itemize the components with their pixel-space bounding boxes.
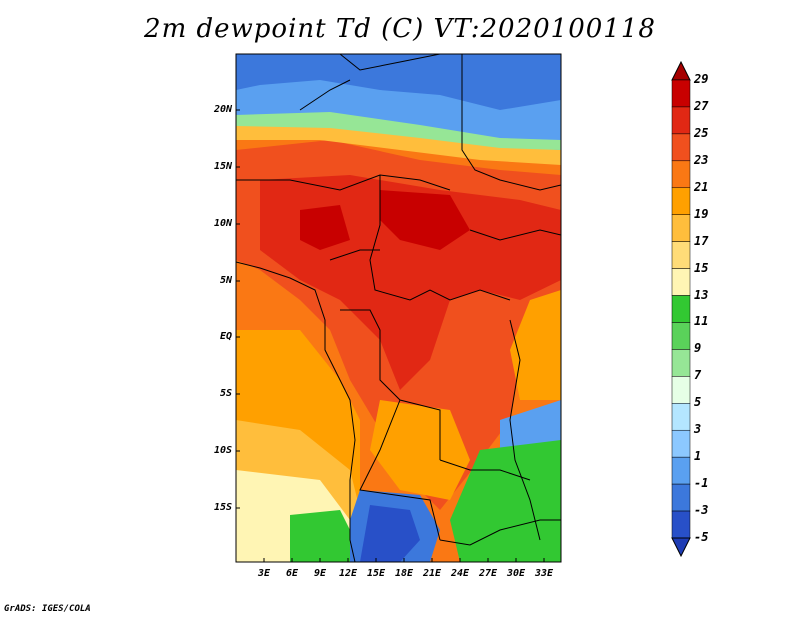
- colorbar-label: 19: [694, 206, 709, 221]
- lon-label: 33E: [534, 568, 554, 579]
- colorbar-box: [671, 349, 691, 377]
- colorbar-bottom-arrow: [671, 537, 691, 558]
- colorbar-box: [671, 483, 691, 512]
- map-title: 2m dewpoint Td (C) VT:2020100118: [144, 14, 656, 44]
- colorbar-label: -1: [694, 476, 709, 491]
- lat-label: 10S: [213, 445, 232, 456]
- lon-label: 21E: [422, 568, 442, 579]
- dewpoint-field: [236, 54, 561, 562]
- colorbar-box: [671, 403, 691, 431]
- footer-credit: GrADS: IGES/COLA: [4, 604, 91, 614]
- lat-label: 20N: [213, 104, 232, 115]
- colorbar-box: [671, 187, 691, 215]
- lat-label: 10N: [213, 218, 232, 229]
- colorbar-box: [671, 160, 691, 189]
- colorbar-label: 5: [694, 395, 702, 410]
- colorbar-box: [671, 79, 691, 108]
- colorbar-label: 3: [694, 422, 702, 437]
- field-core-2: [300, 205, 350, 250]
- colorbar-box: [671, 241, 691, 269]
- lon-label: 6E: [285, 568, 299, 579]
- lon-label: 18E: [394, 568, 414, 579]
- colorbar-box: [671, 429, 691, 458]
- field-sahel-green: [236, 112, 561, 150]
- colorbar-label: 21: [694, 179, 709, 194]
- field-east-highlands: [510, 290, 561, 400]
- lon-label: 3E: [257, 568, 271, 579]
- colorbar-box: [671, 456, 691, 485]
- field-green-south: [290, 510, 355, 562]
- lat-label: EQ: [219, 331, 232, 342]
- lon-label: 27E: [478, 568, 498, 579]
- colorbar-label: -5: [694, 530, 709, 544]
- colorbar-label: 7: [694, 368, 702, 383]
- lon-label: 30E: [506, 568, 526, 579]
- map-frame: [235, 53, 562, 563]
- lon-label: 12E: [338, 568, 358, 579]
- lon-label: 15E: [366, 568, 386, 579]
- lon-label: 24E: [450, 568, 470, 579]
- colorbar-box: [671, 322, 691, 350]
- colorbar-box: [671, 295, 691, 323]
- colorbar-box: [671, 510, 691, 539]
- colorbar-label: 27: [694, 98, 709, 113]
- colorbar-box: [671, 106, 691, 135]
- colorbar-label: 13: [694, 287, 709, 302]
- field-sahara-deep: [236, 54, 561, 110]
- field-kalahari-deep: [360, 505, 420, 562]
- colorbar-label: 23: [694, 152, 709, 167]
- colorbar-box: [671, 214, 691, 242]
- lon-label: 9E: [313, 568, 327, 579]
- colorbar-top-arrow: [671, 60, 691, 81]
- axis-ticks: [236, 109, 545, 562]
- lat-label: 5S: [219, 388, 232, 399]
- colorbar: [671, 60, 691, 558]
- field-core-1: [380, 190, 470, 250]
- colorbar-box: [671, 376, 691, 404]
- field-south-central: [370, 400, 470, 500]
- colorbar-label: 15: [694, 260, 709, 275]
- colorbar-label: 25: [694, 125, 709, 140]
- colorbar-box: [671, 268, 691, 296]
- colorbar-label: 29: [694, 72, 709, 86]
- colorbar-label: -3: [694, 503, 709, 518]
- colorbar-label: 11: [694, 314, 709, 329]
- colorbar-label: 9: [694, 341, 702, 356]
- lat-label: 15S: [213, 502, 232, 513]
- colorbar-box: [671, 133, 691, 162]
- colorbar-label: 17: [694, 233, 709, 248]
- colorbar-label: 1: [694, 449, 702, 464]
- country-borders: [236, 54, 561, 562]
- field-sahel-band: [236, 118, 561, 165]
- lat-label: 15N: [213, 161, 232, 172]
- lat-label: 5N: [219, 275, 232, 286]
